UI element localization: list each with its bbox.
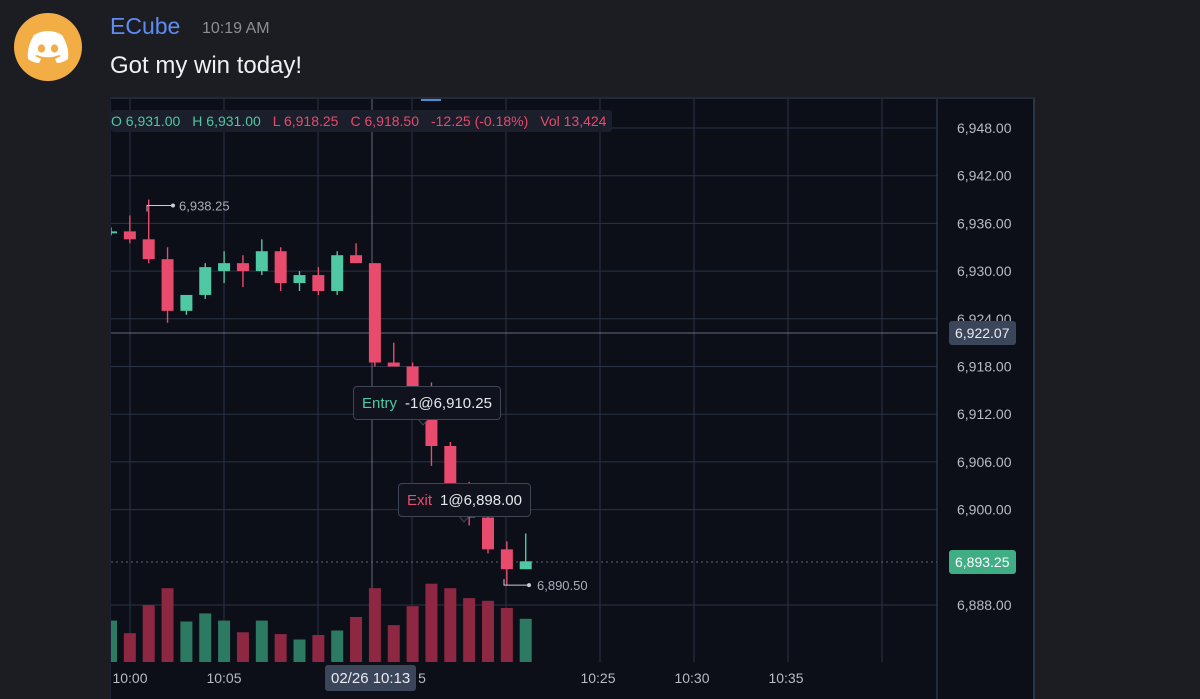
candle-body <box>142 239 155 260</box>
exit-label: Exit <box>407 491 433 509</box>
candle-body <box>218 263 231 272</box>
y-tick-label: 6,930.00 <box>957 263 1012 279</box>
message-timestamp: 10:19 AM <box>202 20 270 37</box>
x-tick-label: 10:35 <box>768 670 803 686</box>
candle-body <box>387 362 400 367</box>
volume-bar <box>425 583 438 662</box>
x-tick-label: 10:05 <box>206 670 241 686</box>
exit-tooltip: Exit 1@6,898.00 <box>398 483 531 517</box>
ohlc-high: H 6,931.00 <box>192 113 261 129</box>
chart-top-indicator <box>421 99 441 101</box>
y-tick-label: 6,948.00 <box>957 120 1012 136</box>
candle-body <box>331 255 344 291</box>
volume-bar <box>519 618 532 662</box>
avatar[interactable] <box>14 13 82 81</box>
candle-body <box>350 255 363 264</box>
candle-body <box>312 275 325 291</box>
volume-bar <box>482 600 494 662</box>
y-tick-label: 6,888.00 <box>957 597 1012 613</box>
volume-bar <box>368 588 381 662</box>
candle-body <box>519 561 532 570</box>
volume-bar <box>123 633 136 662</box>
low-marker-line <box>503 579 529 586</box>
candle-body <box>482 517 494 550</box>
volume-bar <box>218 620 231 662</box>
x-tick-label: 5 <box>418 670 426 686</box>
entry-tooltip: Entry -1@6,910.25 <box>353 386 501 420</box>
low-marker-dot <box>527 583 531 588</box>
candlestick-chart: 6,938.25 6,890.50 6,948.00 6,942.00 6,936.00… <box>111 99 1012 699</box>
volume-bar <box>199 613 212 662</box>
volume-bar <box>463 598 476 662</box>
entry-value: -1@6,910.25 <box>405 394 492 412</box>
volume-bar <box>161 588 174 662</box>
candle-body <box>199 267 212 295</box>
ohlc-legend: O 6,931.00 H 6,931.00 L 6,918.25 C 6,918… <box>111 110 613 132</box>
ohlc-change: -12.25 (-0.18%) <box>430 113 529 129</box>
crosshair-price-label: 6,922.07 <box>949 321 1016 345</box>
volume-bar <box>111 620 117 662</box>
y-tick-label: 6,906.00 <box>957 454 1012 470</box>
crosshair-time-label: 02/26 10:13 <box>325 665 417 691</box>
volume-bar <box>312 635 325 662</box>
ohlc-low: L 6,918.25 <box>272 113 339 129</box>
entry-label: Entry <box>362 394 398 412</box>
candle-body <box>180 294 193 311</box>
candle-body <box>274 251 287 284</box>
volume-bar <box>293 639 306 662</box>
ohlc-open: O 6,931.00 <box>111 113 181 129</box>
x-tick-label: 10:30 <box>674 670 709 686</box>
volume-bar <box>406 606 419 662</box>
candle-body <box>444 446 457 486</box>
low-marker-label: 6,890.50 <box>537 578 588 593</box>
volume-bar <box>236 632 249 662</box>
candle-body <box>293 275 306 284</box>
candle-body <box>123 231 136 240</box>
y-tick-label: 6,918.00 <box>957 359 1012 375</box>
y-tick-label: 6,900.00 <box>957 502 1012 518</box>
y-tick-label: 6,942.00 <box>957 168 1012 184</box>
candle-body <box>255 251 268 272</box>
candle-body <box>161 259 174 311</box>
volume-bar <box>274 634 287 662</box>
x-tick-label: 10:25 <box>580 670 615 686</box>
candle-body <box>236 263 249 272</box>
volume-bar <box>180 621 193 662</box>
x-tick-label: 10:00 <box>112 670 147 686</box>
high-marker-label: 6,938.25 <box>179 199 230 214</box>
exit-value: 1@6,898.00 <box>440 491 522 509</box>
y-tick-label: 6,936.00 <box>957 215 1012 231</box>
volume-bar <box>142 605 155 662</box>
ohlc-volume: Vol 13,424 <box>540 113 607 129</box>
volume-bar <box>444 588 457 662</box>
volume-bar <box>350 617 363 662</box>
username[interactable]: ECube <box>110 13 181 39</box>
chart-image[interactable]: 6,938.25 6,890.50 6,948.00 6,942.00 6,936.00… <box>110 97 1035 699</box>
high-marker-line <box>146 205 173 212</box>
candle-body <box>368 263 381 363</box>
candle-body <box>406 366 419 387</box>
y-tick-label: 6,912.00 <box>957 406 1012 422</box>
candle-body <box>500 549 513 570</box>
ohlc-close: C 6,918.50 <box>350 113 419 129</box>
last-price-label: 6,893.25 <box>949 550 1016 574</box>
high-marker-dot <box>171 203 175 208</box>
volume-bar <box>500 608 513 662</box>
candle-body <box>111 231 117 234</box>
volume-bar <box>331 630 344 662</box>
discord-logo-icon <box>27 31 69 63</box>
message-text: Got my win today! <box>110 52 303 79</box>
volume-bar <box>255 620 268 662</box>
volume-bar <box>387 625 400 662</box>
